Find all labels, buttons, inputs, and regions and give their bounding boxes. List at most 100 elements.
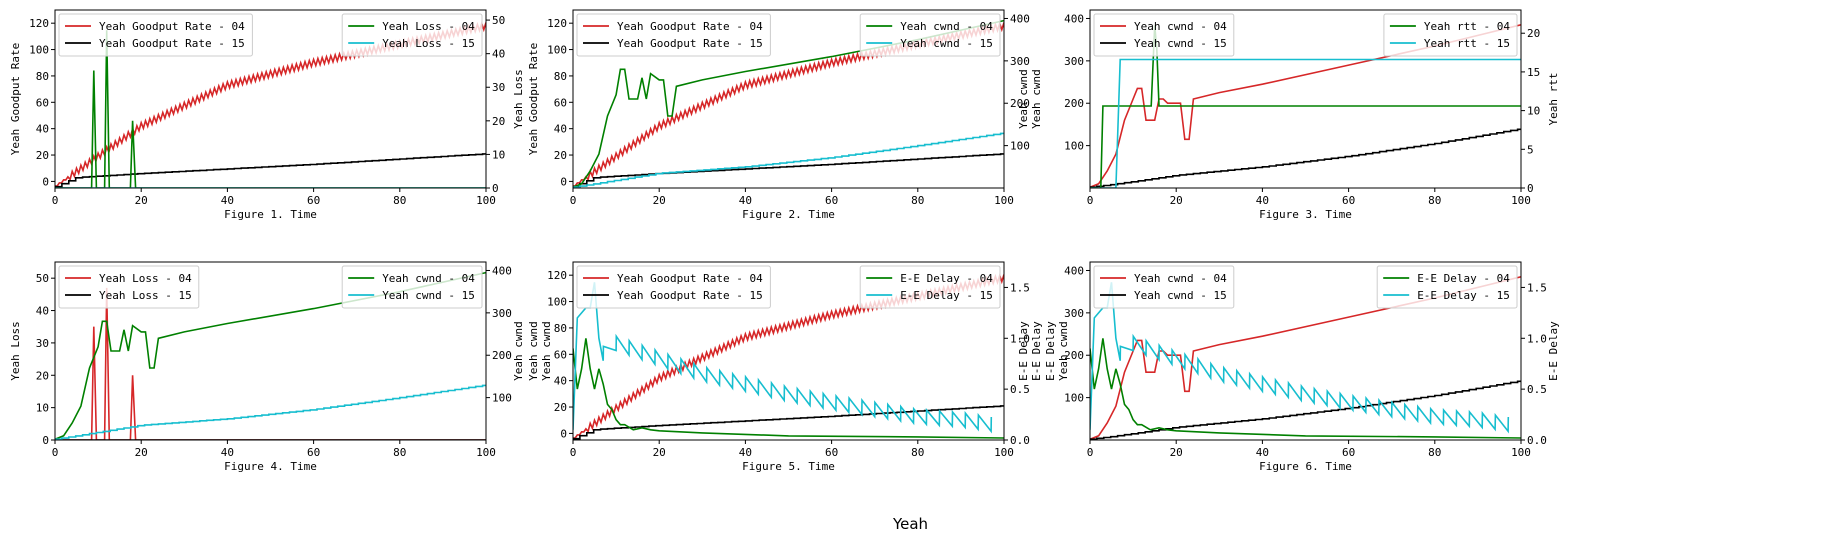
- subplot-3: 0 20 40 60 80 100 Figure 3. Time 100 200 300 400 0 5…: [1064, 9, 1560, 221]
- legend-label: Yeah cwnd - 04: [1134, 20, 1227, 33]
- y-tick-label-right: 200: [1010, 97, 1030, 110]
- figure-suptitle: Yeah: [892, 515, 929, 533]
- y-axis-label-left: Yeah Goodput Rate: [527, 43, 540, 156]
- y-tick-label-right: 40: [492, 48, 505, 61]
- y-tick-label-left: 60: [554, 96, 567, 109]
- legend-box: [58, 13, 253, 57]
- x-axis-label: Figure 3. Time: [1259, 208, 1352, 221]
- x-tick-label: 60: [825, 446, 838, 459]
- legend-label: Yeah Loss - 15: [382, 37, 475, 50]
- x-tick-label: 60: [307, 446, 320, 459]
- x-tick-label: 100: [1511, 194, 1531, 207]
- x-tick-label: 40: [739, 446, 752, 459]
- x-axis-label: Figure 5. Time: [742, 460, 835, 473]
- legend-label: Yeah rtt - 04: [1424, 20, 1510, 33]
- y-tick-label-left: 20: [554, 149, 567, 162]
- legend-label: E-E Delay - 04: [1417, 272, 1510, 285]
- y-tick-label-right: 1.0: [1010, 332, 1030, 345]
- x-tick-label: 60: [1342, 194, 1355, 207]
- y-tick-label-left: 20: [554, 401, 567, 414]
- y-axis-label-right: E-E Delay: [1547, 321, 1560, 381]
- x-tick-label: 40: [739, 194, 752, 207]
- y-tick-label-right: 0: [492, 182, 499, 195]
- y-axis-label-right: Yeah rtt: [1547, 73, 1560, 126]
- y-tick-label-right: 100: [492, 392, 512, 405]
- x-tick-label: 0: [1087, 446, 1094, 459]
- legend-box: [859, 13, 1001, 57]
- legend-box: [1376, 265, 1518, 309]
- y-tick-label-right: 0.5: [1010, 383, 1030, 396]
- y-tick-label-right: 300: [1010, 55, 1030, 68]
- y-tick-label-right: 50: [492, 14, 505, 27]
- y-axis-label-left-2: Yeah cwnd: [1057, 321, 1070, 381]
- x-tick-label: 80: [393, 194, 406, 207]
- y-tick-label-right: 0.0: [1010, 434, 1030, 447]
- series-line-e-e-delay---04: [573, 338, 1004, 439]
- series-line-e-e-delay---04: [1090, 338, 1521, 439]
- y-axis-label-left: Yeah cwnd: [527, 321, 540, 381]
- x-tick-label: 80: [911, 446, 924, 459]
- x-tick-label: 60: [825, 194, 838, 207]
- x-tick-label: 80: [1428, 446, 1441, 459]
- y-tick-label-left: 0: [560, 175, 567, 188]
- y-tick-label-left: 30: [36, 337, 49, 350]
- y-tick-label-left: 60: [36, 96, 49, 109]
- x-tick-label: 0: [570, 194, 577, 207]
- y-tick-label-right: 0.5: [1527, 383, 1547, 396]
- x-tick-label: 20: [653, 194, 666, 207]
- legend-box: [576, 13, 771, 57]
- y-tick-label-right: 100: [1010, 140, 1030, 153]
- y-tick-label-left: 40: [554, 375, 567, 388]
- x-tick-label: 0: [52, 194, 59, 207]
- legend-label: Yeah Loss - 04: [99, 272, 192, 285]
- legend-label: E-E Delay - 15: [900, 289, 993, 302]
- series-line-yeah-rtt---04: [1090, 25, 1521, 188]
- legend-label: Yeah cwnd - 15: [900, 37, 993, 50]
- y-tick-label-right: 15: [1527, 66, 1540, 79]
- series-line-yeah-cwnd---15: [573, 132, 1004, 188]
- y-tick-label-left: 40: [36, 305, 49, 318]
- y-tick-label-left: 0: [560, 427, 567, 440]
- legend-box: [1093, 13, 1235, 57]
- x-tick-label: 100: [994, 446, 1014, 459]
- x-axis-label: Figure 1. Time: [224, 208, 317, 221]
- y-tick-label-left: 100: [547, 296, 567, 309]
- y-tick-label-left: 80: [554, 70, 567, 83]
- y-tick-label-left: 200: [1064, 349, 1084, 362]
- legend-label: Yeah cwnd - 15: [382, 289, 475, 302]
- y-tick-label-left: 10: [36, 402, 49, 415]
- y-tick-label-left: 100: [547, 44, 567, 57]
- y-axis-label-right: Yeah Loss: [512, 69, 525, 129]
- y-tick-label-right: 30: [492, 81, 505, 94]
- y-tick-label-left: 60: [554, 348, 567, 361]
- y-tick-label-right: 20: [492, 115, 505, 128]
- x-tick-label: 100: [994, 194, 1014, 207]
- legend-label: Yeah cwnd - 15: [1134, 289, 1227, 302]
- x-tick-label: 80: [393, 446, 406, 459]
- legend-label: Yeah cwnd - 04: [382, 272, 475, 285]
- legend-box: [1383, 13, 1518, 57]
- y-tick-label-right: 300: [492, 307, 512, 320]
- y-tick-label-left: 120: [547, 17, 567, 30]
- series-line-yeah-goodput-rate---15: [573, 153, 1004, 188]
- legend-label: E-E Delay - 04: [900, 272, 993, 285]
- series-line-yeah-goodput-rate---15: [55, 153, 486, 188]
- x-tick-label: 40: [1256, 194, 1269, 207]
- y-axis-label-right-2: E-E Delay: [1017, 321, 1030, 381]
- subplot-5: 0 20 40 60 80 100 Figure 5. Time 0 20 40 60 80 100 12…: [527, 261, 1043, 473]
- y-axis-label-right: Yeah cwnd: [1030, 69, 1043, 129]
- y-tick-label-left: 50: [36, 272, 49, 285]
- x-tick-label: 20: [1170, 446, 1183, 459]
- x-tick-label: 20: [1170, 194, 1183, 207]
- series-line-yeah-cwnd---04: [1090, 24, 1521, 188]
- x-tick-label: 40: [221, 194, 234, 207]
- x-tick-label: 100: [1511, 446, 1531, 459]
- x-tick-label: 60: [307, 194, 320, 207]
- y-tick-label-right: 20: [1527, 27, 1540, 40]
- y-axis-label-left: E-E Delay: [1044, 321, 1057, 381]
- axes-frame: [54, 9, 487, 189]
- legend-label: Yeah Goodput Rate - 04: [617, 272, 763, 285]
- y-tick-label-left: 200: [1064, 97, 1084, 110]
- y-tick-label-left: 100: [1064, 140, 1084, 153]
